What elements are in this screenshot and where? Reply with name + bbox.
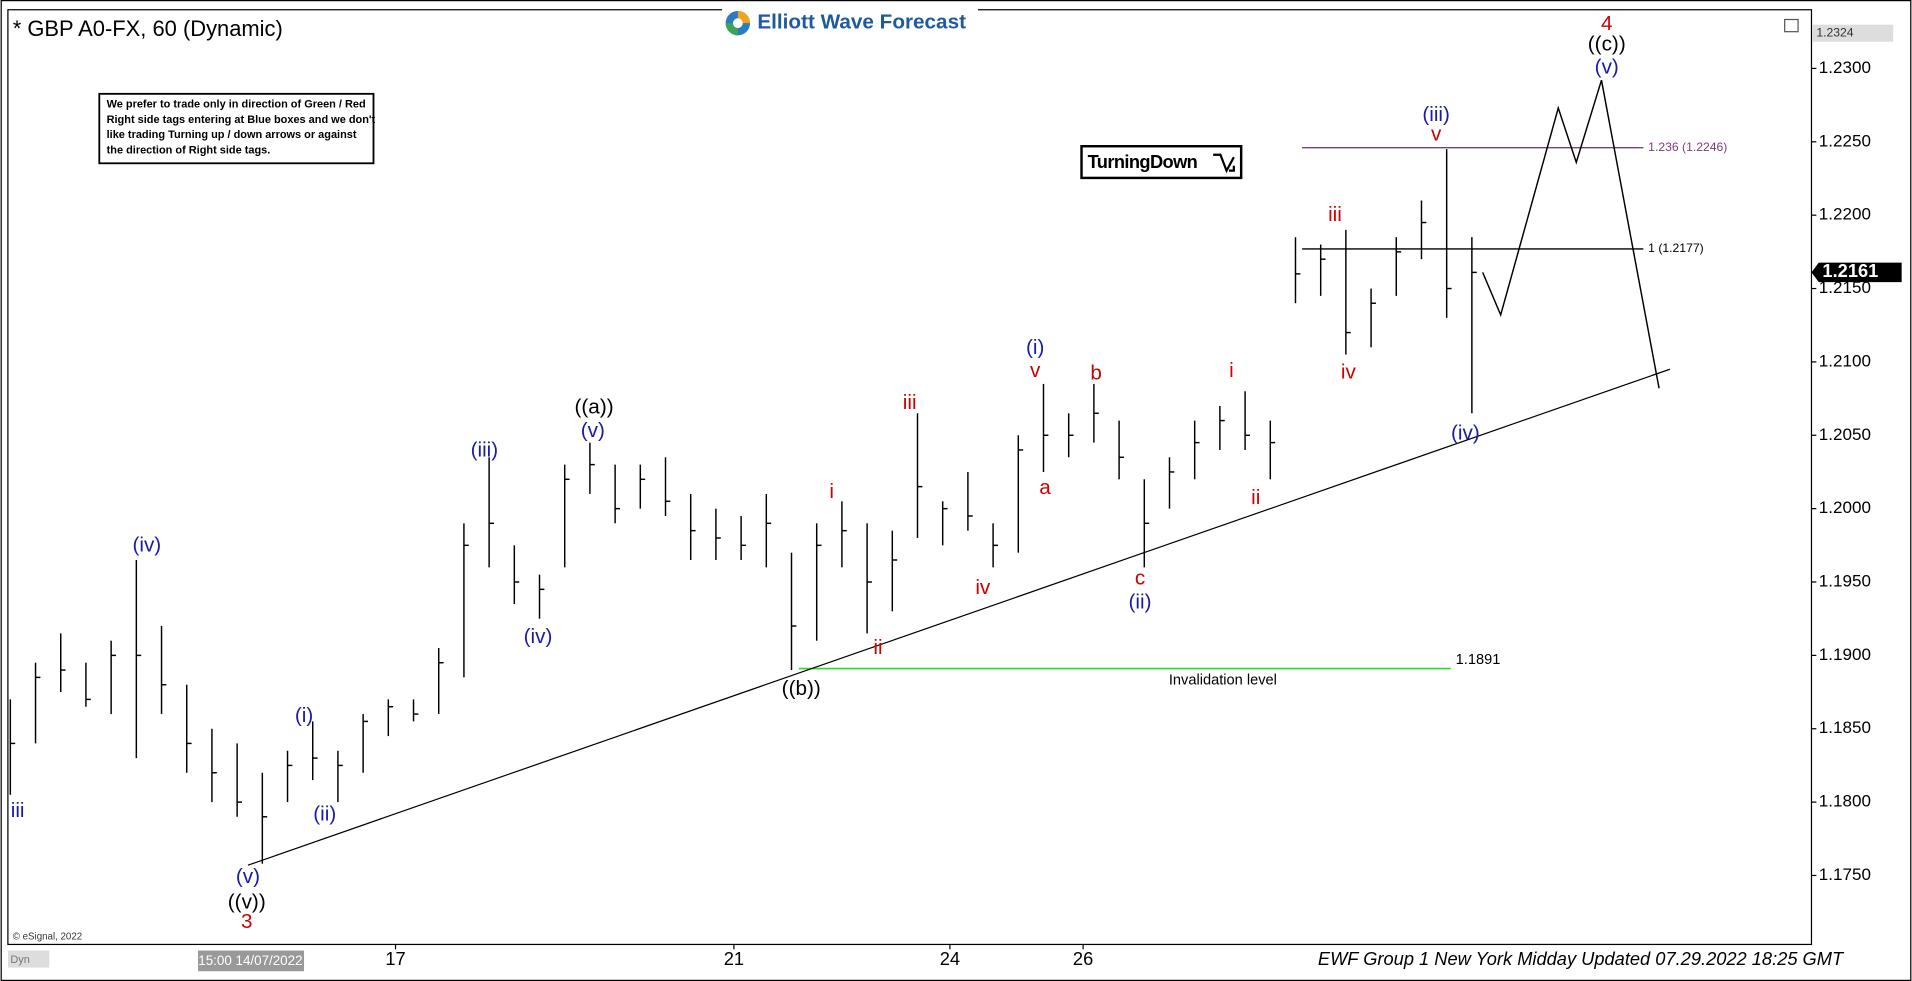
wave-label: iii (903, 391, 917, 414)
wave-label: b (1090, 362, 1102, 385)
x-tick-label: 26 (1073, 948, 1093, 969)
wave-label: ii (1251, 486, 1260, 509)
signal-box (1080, 145, 1243, 180)
cursor-bg (198, 950, 305, 972)
x-tick-label: 24 (940, 948, 960, 969)
wave-label: ii (873, 636, 882, 659)
x-tick-label: 21 (724, 948, 744, 969)
wave-label: (iii) (471, 438, 499, 461)
y-tick-label: 1.1900 (1819, 645, 1871, 664)
y-tick-label: 1.2100 (1819, 351, 1871, 370)
note-box (98, 92, 375, 165)
wave-label: ((b)) (782, 677, 821, 700)
projection-line (1482, 79, 1660, 389)
note-line: We prefer to trade only in direction of … (107, 99, 366, 111)
y-tick-label: 1.1950 (1819, 572, 1871, 591)
wave-label: (iv) (132, 533, 161, 556)
cursor-label: 15:00 14/07/2022 (198, 953, 302, 968)
current-price-box (1811, 262, 1902, 283)
wave-label: (iv) (1451, 421, 1480, 444)
trendline (247, 368, 1671, 866)
brand: Elliott Wave Forecast (757, 11, 966, 34)
logo-bg (722, 6, 978, 38)
wave-label: (i) (1026, 336, 1044, 359)
wave-label: i (1229, 359, 1234, 382)
fib-label: 1.236 (1.2246) (1648, 140, 1727, 154)
wave-label: ((c)) (1588, 33, 1626, 56)
wave-label: 4 (1601, 12, 1613, 35)
y-tick-label: 1.2000 (1819, 498, 1871, 517)
y-tick-label: 1.2200 (1819, 205, 1871, 224)
panel-icon (1784, 18, 1799, 33)
y-tick-label: 1.1800 (1819, 792, 1871, 811)
wave-label: (ii) (1129, 591, 1152, 614)
signal-arrow (1213, 153, 1235, 174)
y-tick-label: 1.2250 (1819, 131, 1871, 150)
y-tick-label: 1.2150 (1819, 278, 1871, 297)
mode-label: Dyn (10, 954, 29, 966)
invalidation-value: 1.1891 (1456, 652, 1501, 668)
copyright: © eSignal, 2022 (13, 932, 82, 943)
note-text: We prefer to trade only in direction of … (107, 99, 376, 157)
wave-label: iv (1341, 360, 1357, 383)
y-tick-label: 1.2300 (1819, 58, 1871, 77)
logo-icon (725, 10, 751, 36)
wave-label: iv (975, 576, 991, 599)
y-tick-label: 1.1850 (1819, 718, 1871, 737)
wave-label: ((a)) (575, 396, 614, 419)
wave-label: iii (1328, 203, 1342, 226)
wave-label: (iv) (524, 625, 553, 648)
wave-label: (v) (1595, 56, 1619, 79)
invalidation-caption: Invalidation level (1169, 673, 1277, 689)
wave-label: (ii) (313, 803, 336, 826)
wave-label: (v) (236, 865, 260, 888)
x-tick-label: 17 (385, 948, 405, 969)
wave-label: v (1030, 359, 1041, 382)
y-tick-label: 1.2050 (1819, 425, 1871, 444)
current-price-label: 1.2161 (1822, 260, 1878, 281)
wave-label: i (829, 480, 834, 503)
wave-label: c (1135, 566, 1145, 589)
wave-label: ((v)) (228, 890, 266, 913)
wave-label: iii (11, 799, 25, 822)
signal-text: TurningDown (1088, 151, 1198, 172)
note-line: the direction of Right side tags. (107, 144, 271, 156)
fib-label: 1 (1.2177) (1648, 241, 1704, 255)
high-marker-label: 1.2324 (1816, 25, 1853, 39)
wave-label: (v) (581, 419, 605, 442)
note-line: like trading Turning up / down arrows or… (107, 129, 357, 141)
footer: EWF Group 1 New York Midday Updated 07.2… (1318, 948, 1845, 969)
wave-label: v (1431, 123, 1442, 146)
wave-label: (i) (295, 704, 313, 727)
mode-bg (7, 950, 50, 968)
y-tick-label: 1.1750 (1819, 865, 1871, 884)
high-marker-bg (1812, 24, 1894, 42)
wave-label: a (1039, 476, 1051, 499)
chart-title: * GBP A0-FX, 60 (Dynamic) (13, 16, 283, 41)
wave-label: (iii) (1422, 103, 1450, 126)
wave-label: 3 (241, 910, 253, 933)
note-line: Right side tags entering at Blue boxes a… (107, 114, 376, 126)
